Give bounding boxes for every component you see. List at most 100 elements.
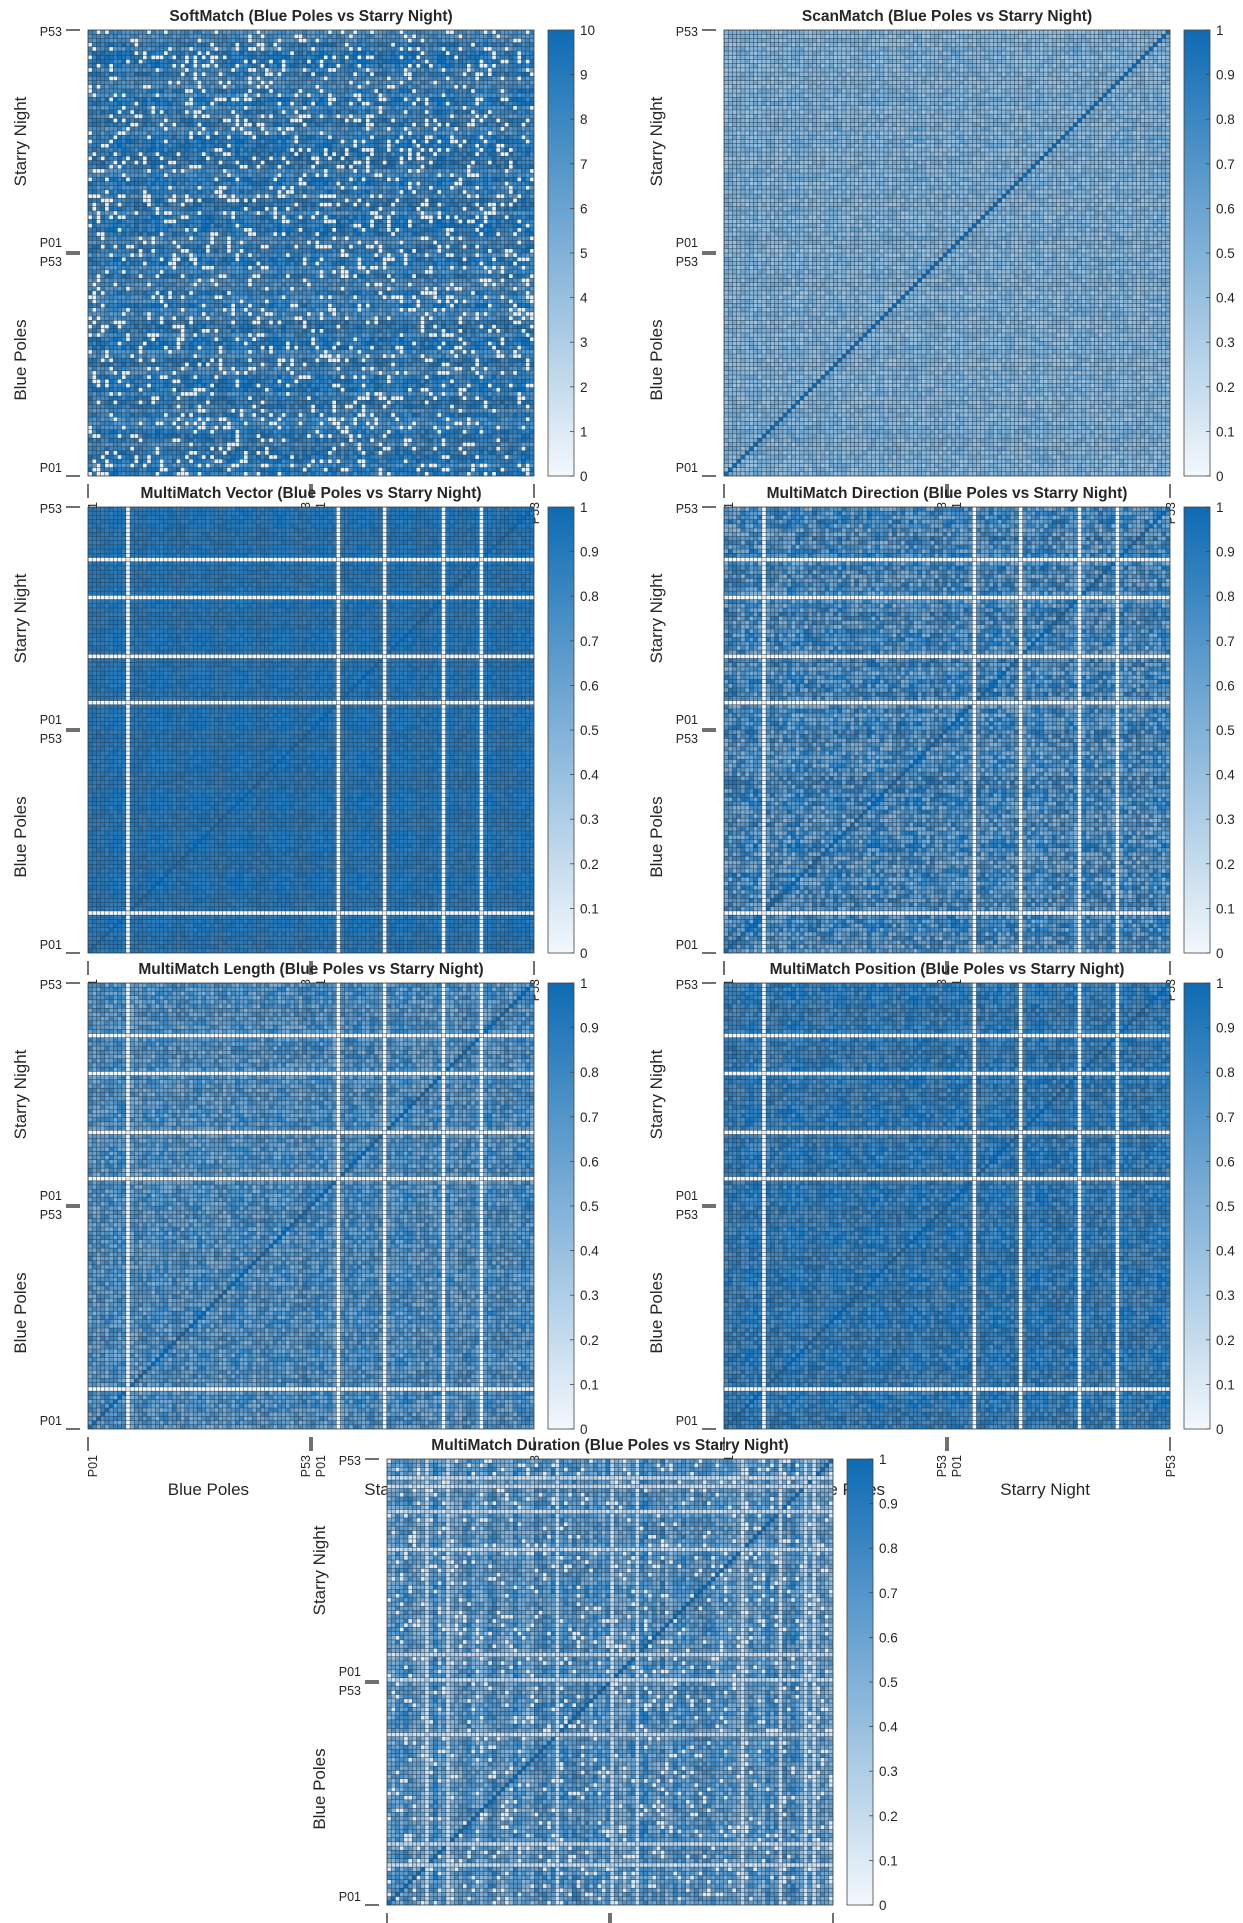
heatmap-cell (265, 464, 269, 468)
heatmap-cell (484, 459, 488, 463)
heatmap-cell (332, 459, 336, 463)
heatmap-cell (307, 459, 311, 463)
heatmap-cell (416, 459, 420, 463)
heatmap-cell (118, 468, 122, 472)
heatmap-cell (513, 468, 517, 472)
heatmap-cell (231, 468, 235, 472)
heatmap-cell (265, 455, 269, 459)
heatmap-cell (349, 464, 353, 468)
heatmap-cell (118, 472, 122, 476)
heatmap-cell (189, 455, 193, 459)
heatmap-cell (135, 472, 139, 476)
heatmap-cell (278, 459, 282, 463)
heatmap-cell (261, 455, 265, 459)
heatmap-cell (513, 472, 517, 476)
heatmap-cell (290, 459, 294, 463)
heatmap-cell (509, 472, 513, 476)
heatmap-cell (299, 468, 303, 472)
heatmap-cell (383, 459, 387, 463)
heatmap-cell (294, 464, 298, 468)
heatmap-cell (404, 472, 408, 476)
heatmap-cell (278, 468, 282, 472)
heatmap-cell (193, 455, 197, 459)
heatmap-cell (408, 472, 412, 476)
heatmap-cell (164, 472, 168, 476)
heatmap-cell (198, 468, 202, 472)
heatmap-cell (269, 472, 273, 476)
heatmap-cell (517, 468, 521, 472)
heatmap-cell (349, 468, 353, 472)
heatmap-cell (248, 455, 252, 459)
heatmap-cell (236, 472, 240, 476)
heatmap-cell (505, 459, 509, 463)
heatmap-cell (496, 459, 500, 463)
heatmap-cell (450, 464, 454, 468)
heatmap-cell (492, 468, 496, 472)
heatmap-cell (320, 472, 324, 476)
heatmap-cell (315, 459, 319, 463)
heatmap-cell (252, 455, 256, 459)
heatmap-cell (189, 459, 193, 463)
heatmap-cell (181, 472, 185, 476)
heatmap-cell (358, 464, 362, 468)
heatmap-cell (143, 468, 147, 472)
heatmap-cell (336, 455, 340, 459)
heatmap-cell (206, 464, 210, 468)
heatmap-cell (433, 468, 437, 472)
heatmap-cell (130, 455, 134, 459)
heatmap-cell (164, 464, 168, 468)
heatmap-cell (248, 459, 252, 463)
heatmap-cell (526, 472, 530, 476)
heatmap-cell (320, 464, 324, 468)
heatmap-cell (471, 468, 475, 472)
heatmap-cell (307, 472, 311, 476)
heatmap-cell (223, 459, 227, 463)
heatmap-cell (168, 464, 172, 468)
heatmap-cell (480, 459, 484, 463)
heatmap-cell (206, 468, 210, 472)
heatmap-cell (219, 468, 223, 472)
heatmap-cell (198, 459, 202, 463)
heatmap-cell (231, 472, 235, 476)
heatmap-cell (185, 455, 189, 459)
heatmap-cell (370, 459, 374, 463)
heatmap-cell (358, 468, 362, 472)
heatmap-cell (160, 459, 164, 463)
heatmap-cell (387, 472, 391, 476)
heatmap-cell (341, 468, 345, 472)
heatmap-cell (130, 472, 134, 476)
heatmap-cell (147, 468, 151, 472)
heatmap-cell (151, 464, 155, 468)
heatmap-cell (383, 464, 387, 468)
heatmap-cell (446, 472, 450, 476)
heatmap-cell (257, 468, 261, 472)
heatmap-cell (332, 464, 336, 468)
heatmap-cell (416, 472, 420, 476)
heatmap-cell (450, 459, 454, 463)
heatmap-cell (244, 459, 248, 463)
heatmap-cell (113, 468, 117, 472)
heatmap-cell (214, 472, 218, 476)
heatmap-cell (181, 468, 185, 472)
heatmap-cell (315, 464, 319, 468)
heatmap-cell (362, 468, 366, 472)
heatmap-cell (286, 455, 290, 459)
heatmap-cell (328, 459, 332, 463)
heatmap-cell (328, 468, 332, 472)
heatmap-cell (299, 464, 303, 468)
heatmap-cell (324, 459, 328, 463)
heatmap-cell (160, 472, 164, 476)
heatmap-cell (265, 459, 269, 463)
heatmap-cell (412, 472, 416, 476)
heatmap-cell (156, 455, 160, 459)
heatmap-cell (109, 464, 113, 468)
heatmap-cell (412, 459, 416, 463)
heatmap-cell (320, 459, 324, 463)
heatmap-cell (425, 468, 429, 472)
heatmap-cell (492, 472, 496, 476)
heatmap-cell (522, 464, 526, 468)
heatmap-cell (395, 472, 399, 476)
heatmap-cell (358, 459, 362, 463)
heatmap-cell (252, 468, 256, 472)
heatmap-cell (442, 464, 446, 468)
